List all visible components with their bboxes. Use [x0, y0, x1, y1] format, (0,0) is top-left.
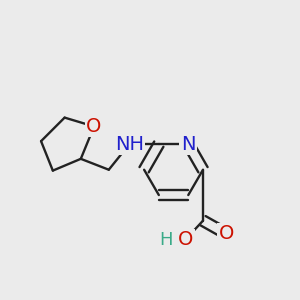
Text: N: N	[181, 135, 196, 154]
Text: O: O	[86, 117, 102, 136]
Text: O: O	[219, 224, 234, 243]
Text: NH: NH	[115, 135, 144, 154]
Text: H: H	[159, 231, 173, 249]
Text: O: O	[178, 230, 193, 249]
